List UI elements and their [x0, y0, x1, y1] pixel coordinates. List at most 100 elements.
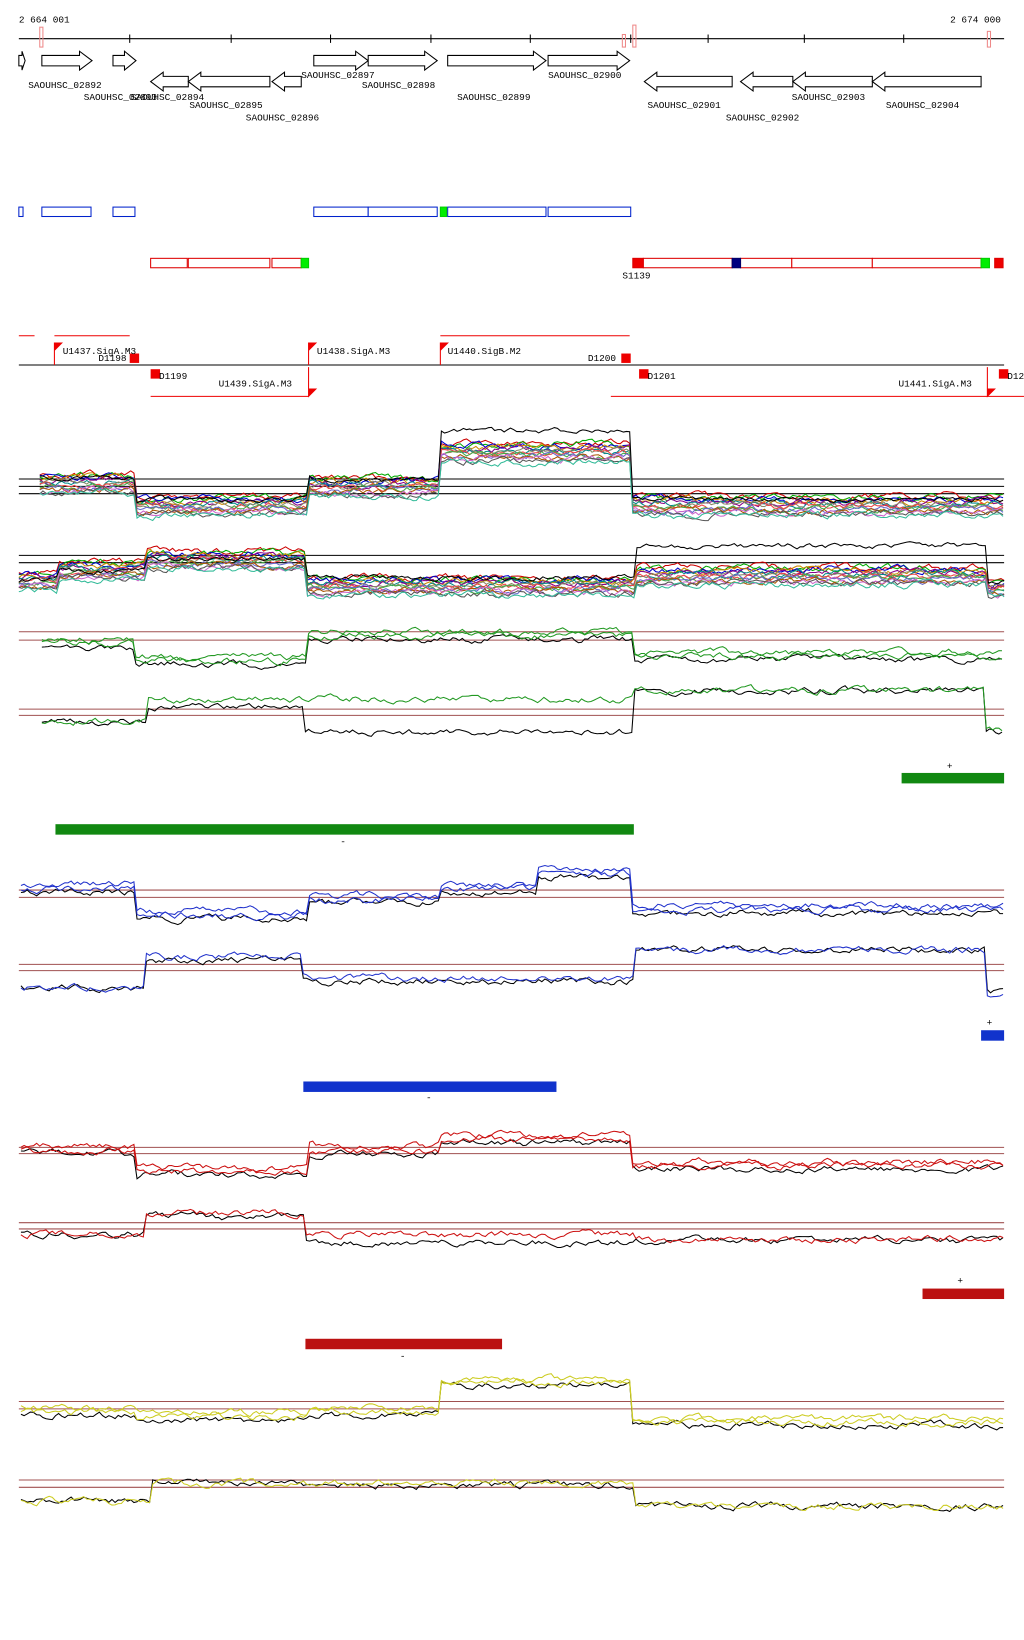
region-label: D1199 — [159, 371, 187, 382]
feature-box — [439, 206, 448, 218]
region-label: D1201 — [647, 371, 676, 382]
region-label: U1440.SigB.M2 — [448, 346, 521, 357]
strand-bar — [55, 824, 634, 835]
trace — [18, 565, 1005, 600]
feature-box — [271, 257, 302, 269]
feature-box — [150, 257, 188, 269]
trace — [20, 945, 1004, 998]
region-label: D1200 — [588, 353, 617, 364]
feature-box — [980, 257, 990, 269]
gene-label: SAOUHSC_02897 — [301, 70, 374, 81]
gene-arrow — [739, 71, 794, 93]
gene-label: SAOUHSC_02904 — [886, 100, 960, 111]
strand-label: + — [947, 761, 953, 772]
feature-box — [740, 257, 793, 269]
trace — [39, 455, 1004, 522]
gene-label: SAOUHSC_02900 — [548, 70, 622, 81]
region-label: U1438.SigA.M3 — [317, 346, 391, 357]
feature-box — [731, 257, 742, 269]
strand-bar — [922, 1288, 1005, 1300]
trace — [39, 426, 1004, 504]
strand-label: - — [340, 836, 346, 847]
gene-label: SAOUHSC_02896 — [246, 113, 320, 124]
trace — [39, 456, 1004, 522]
gene-arrow — [547, 50, 631, 72]
strand-label: + — [987, 1017, 993, 1028]
gene-arrow — [313, 50, 370, 72]
ruler-end: 2 674 000 — [950, 14, 1001, 25]
trace — [20, 1129, 1004, 1173]
feature-box — [871, 257, 982, 269]
gene-label: SAOUHSC_02899 — [457, 92, 530, 103]
region-flag — [308, 342, 318, 366]
trace — [20, 1381, 1004, 1431]
trace — [20, 873, 1004, 926]
region-flag — [986, 367, 996, 398]
feature-box — [994, 257, 1004, 269]
trace — [39, 447, 1004, 510]
gene-arrow — [112, 50, 137, 72]
feature-box — [367, 206, 438, 218]
feature-box — [187, 257, 271, 269]
gene-arrow — [18, 51, 26, 71]
trace — [18, 555, 1005, 594]
region-label: D1198 — [98, 353, 127, 364]
trace — [41, 685, 1003, 737]
trace — [39, 453, 1004, 517]
gene-arrow — [871, 71, 982, 93]
gene-arrow — [41, 50, 93, 72]
region-label: D12 — [1007, 371, 1024, 382]
strand-label: + — [957, 1276, 963, 1287]
gene-arrow — [271, 71, 302, 93]
trace — [39, 443, 1004, 508]
trace — [39, 440, 1004, 505]
trace — [20, 1477, 1004, 1511]
trace — [20, 1210, 1004, 1248]
feature-box — [447, 206, 547, 218]
strand-label: - — [426, 1093, 432, 1104]
ruler-mark — [39, 26, 44, 48]
gene-label: SAOUHSC_02892 — [28, 80, 101, 91]
trace — [20, 945, 1004, 994]
gene-arrow — [791, 71, 873, 93]
gene-label: SAOUHSC_02903 — [792, 92, 866, 103]
strand-bar — [305, 1338, 503, 1350]
ruler-start: 2 664 001 — [19, 14, 70, 25]
feature-box — [791, 257, 873, 269]
region-flag — [439, 342, 449, 366]
strand-bar — [901, 772, 1005, 784]
trace — [39, 438, 1004, 503]
trace — [41, 684, 1003, 732]
trace — [20, 1208, 1004, 1245]
feature-box — [632, 257, 644, 269]
region-flag — [308, 367, 318, 398]
gene-label: SAOUHSC_02901 — [647, 100, 721, 111]
trace — [18, 547, 1005, 585]
strand-bar — [981, 1030, 1005, 1041]
gene-arrow — [447, 50, 547, 72]
feature-box — [313, 206, 369, 218]
ruler-mark — [632, 24, 637, 48]
region-label: U1439.SigA.M3 — [219, 378, 293, 389]
feature-box — [18, 206, 24, 218]
region-marker — [150, 369, 161, 379]
feature-box — [300, 257, 310, 269]
trace — [39, 452, 1004, 518]
segment-label: S1139 — [622, 271, 650, 282]
feature-box — [642, 257, 733, 269]
gene-label: SAOUHSC_02894 — [131, 92, 205, 103]
gene-arrow — [187, 71, 271, 93]
gene-label: SAOUHSC_02893 — [84, 92, 158, 103]
gene-arrow — [643, 71, 733, 93]
gene-label: SAOUHSC_02898 — [362, 80, 436, 91]
region-marker — [998, 369, 1009, 379]
trace — [18, 545, 1005, 584]
gene-label: SAOUHSC_02902 — [726, 113, 799, 124]
trace — [20, 1478, 1004, 1513]
region-label: U1437.SigA.M3 — [63, 346, 137, 357]
trace — [20, 864, 1004, 917]
trace — [41, 626, 1003, 662]
feature-box — [112, 206, 136, 218]
region-marker — [621, 353, 631, 363]
